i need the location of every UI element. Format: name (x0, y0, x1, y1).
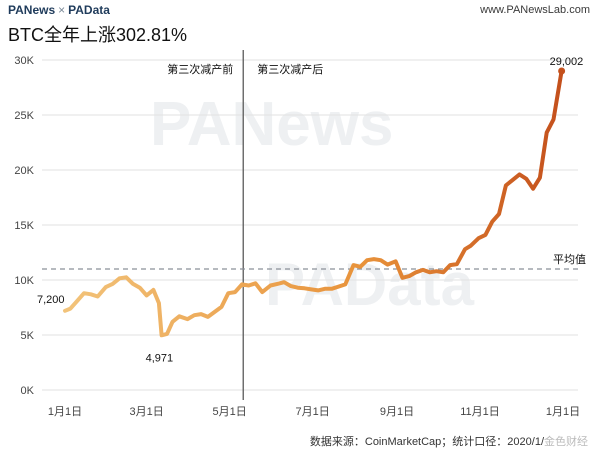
btc-price-series (63, 69, 564, 338)
y-tick-label: 10K (14, 275, 34, 287)
brand-padata: PAData (68, 3, 110, 17)
data-label: 7,200 (37, 294, 65, 306)
site-url: www.PANewsLab.com (480, 4, 590, 16)
x-tick-label: 11月1日 (460, 406, 500, 418)
x-tick-label: 1月1日 (48, 406, 82, 418)
data-source-text: 数据来源：CoinMarketCap；统计口径：2020/1/ (309, 436, 544, 448)
brand-separator: × (58, 3, 66, 17)
header-bar: PANews × PAData www.PANewsLab.com (0, 0, 600, 22)
x-tick-label: 7月1日 (296, 406, 330, 418)
average-label: 平均值 (553, 253, 586, 266)
watermark-panews: PANews (150, 90, 394, 159)
watermark-text: 金色财经 (544, 436, 588, 448)
series-end-marker (558, 67, 566, 75)
watermark-padata: PAData (265, 251, 475, 318)
y-tick-label: 15K (14, 220, 34, 232)
data-label: 29,002 (550, 56, 584, 68)
brand-panews: PANews (8, 3, 56, 17)
y-tick-label: 5K (21, 330, 35, 342)
y-tick-label: 30K (14, 55, 34, 67)
label-before-halving: 第三次减产前 (167, 62, 233, 76)
label-after-halving: 第三次减产后 (257, 62, 323, 76)
x-tick-label: 3月1日 (130, 406, 164, 418)
x-tick-label: 5月1日 (213, 406, 247, 418)
brand-logo: PANews × PAData (8, 3, 110, 17)
y-tick-label: 0K (21, 385, 35, 397)
chart-title: BTC全年上涨302.81% (8, 25, 188, 45)
data-source-note: 数据来源：CoinMarketCap；统计口径：2020/1/金色财经 (310, 433, 588, 449)
data-label: 4,971 (146, 352, 174, 364)
y-tick-label: 25K (14, 110, 34, 122)
x-tick-label: 9月1日 (380, 406, 414, 418)
y-tick-label: 20K (14, 165, 34, 177)
x-tick-label: 1月1日 (546, 406, 580, 418)
